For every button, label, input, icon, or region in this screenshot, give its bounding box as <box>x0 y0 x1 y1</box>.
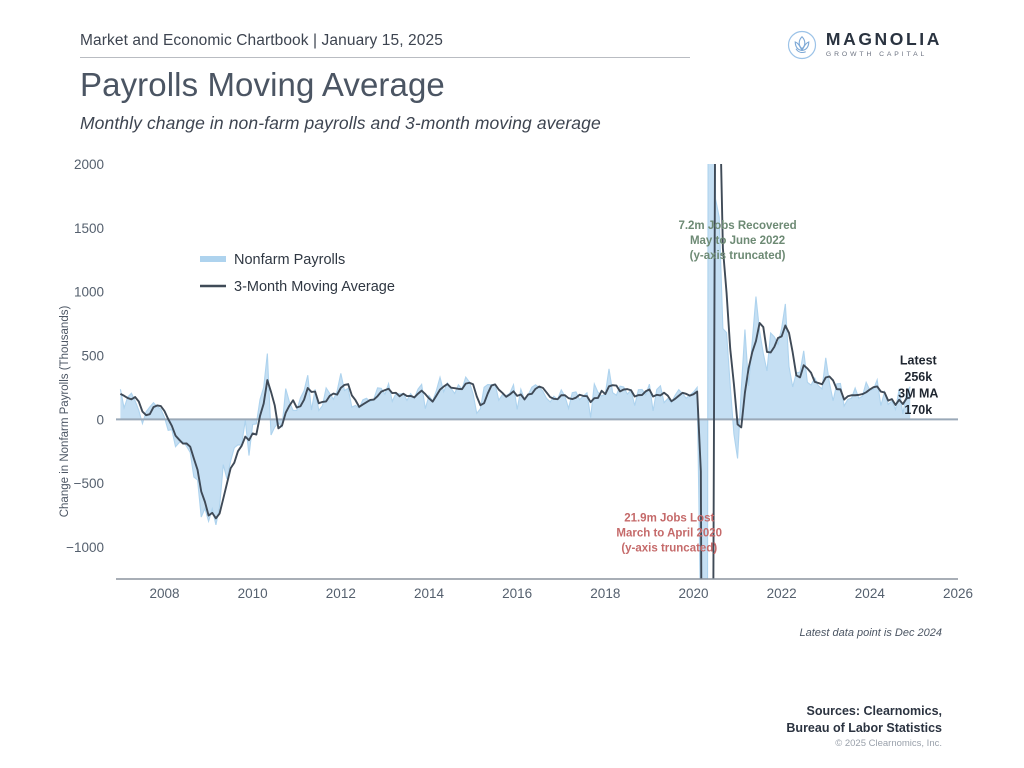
y-tick-label: −500 <box>74 476 104 491</box>
magnolia-flower-icon <box>787 30 817 60</box>
copyright-text: © 2025 Clearnomics, Inc. <box>835 738 942 749</box>
annotation-latest-values-line-3: 3M MA <box>898 386 938 400</box>
annotation-covid-loss-line-1: 21.9m Jobs Lost <box>624 513 714 525</box>
x-tick-label: 2008 <box>149 586 179 601</box>
annotation-latest-values-line-4: 170k <box>904 403 932 417</box>
y-axis-title: Change in Nonfarm Payrolls (Thousands) <box>59 306 71 518</box>
annotation-covid-recovery-line-2: May to June 2022 <box>690 235 785 247</box>
x-tick-label: 2026 <box>943 586 973 601</box>
x-tick-label: 2012 <box>326 586 356 601</box>
sources-line-1: Sources: Clearnomics, <box>806 704 942 718</box>
legend-label-2: 3-Month Moving Average <box>234 279 395 295</box>
annotation-latest-values-line-1: Latest <box>900 353 938 367</box>
sources-block: Sources: Clearnomics, Bureau of Labor St… <box>786 703 942 737</box>
header-divider <box>80 57 690 58</box>
chartbook-header: Market and Economic Chartbook | January … <box>80 32 443 49</box>
annotation-covid-recovery-line-1: 7.2m Jobs Recovered <box>678 220 796 232</box>
annotation-covid-loss-line-2: March to April 2020 <box>616 528 722 540</box>
x-tick-label: 2014 <box>414 586 445 601</box>
logo-tagline: GROWTH CAPITAL <box>825 50 928 58</box>
page-subtitle: Monthly change in non-farm payrolls and … <box>80 113 601 133</box>
x-tick-label: 2024 <box>855 586 886 601</box>
x-tick-label: 2020 <box>678 586 708 601</box>
y-tick-label: −1000 <box>66 540 104 555</box>
y-tick-label: 500 <box>81 349 104 364</box>
y-tick-label: 1500 <box>74 221 104 236</box>
magnolia-logo: MAGNOLIA GROWTH CAPITAL <box>787 30 942 60</box>
moving-average-line <box>119 164 911 579</box>
x-tick-label: 2016 <box>502 586 532 601</box>
nonfarm-payrolls-line <box>119 164 911 579</box>
latest-data-note: Latest data point is Dec 2024 <box>799 627 942 639</box>
x-tick-label: 2018 <box>590 586 620 601</box>
annotation-latest-values-line-2: 256k <box>904 370 932 384</box>
page-title: Payrolls Moving Average <box>80 66 445 103</box>
nonfarm-payrolls-area <box>120 164 911 579</box>
sources-line-2: Bureau of Labor Statistics <box>786 720 942 735</box>
y-tick-label: 2000 <box>74 157 104 172</box>
annotation-covid-recovery-line-3: (y-axis truncated) <box>690 250 786 262</box>
x-tick-label: 2010 <box>238 586 268 601</box>
annotation-covid-loss-line-3: (y-axis truncated) <box>621 543 717 555</box>
x-tick-label: 2022 <box>767 586 797 601</box>
legend-label-1: Nonfarm Payrolls <box>234 252 345 268</box>
logo-wordmark: MAGNOLIA <box>825 29 942 50</box>
y-tick-label: 1000 <box>74 285 104 300</box>
y-tick-label: 0 <box>96 412 104 427</box>
